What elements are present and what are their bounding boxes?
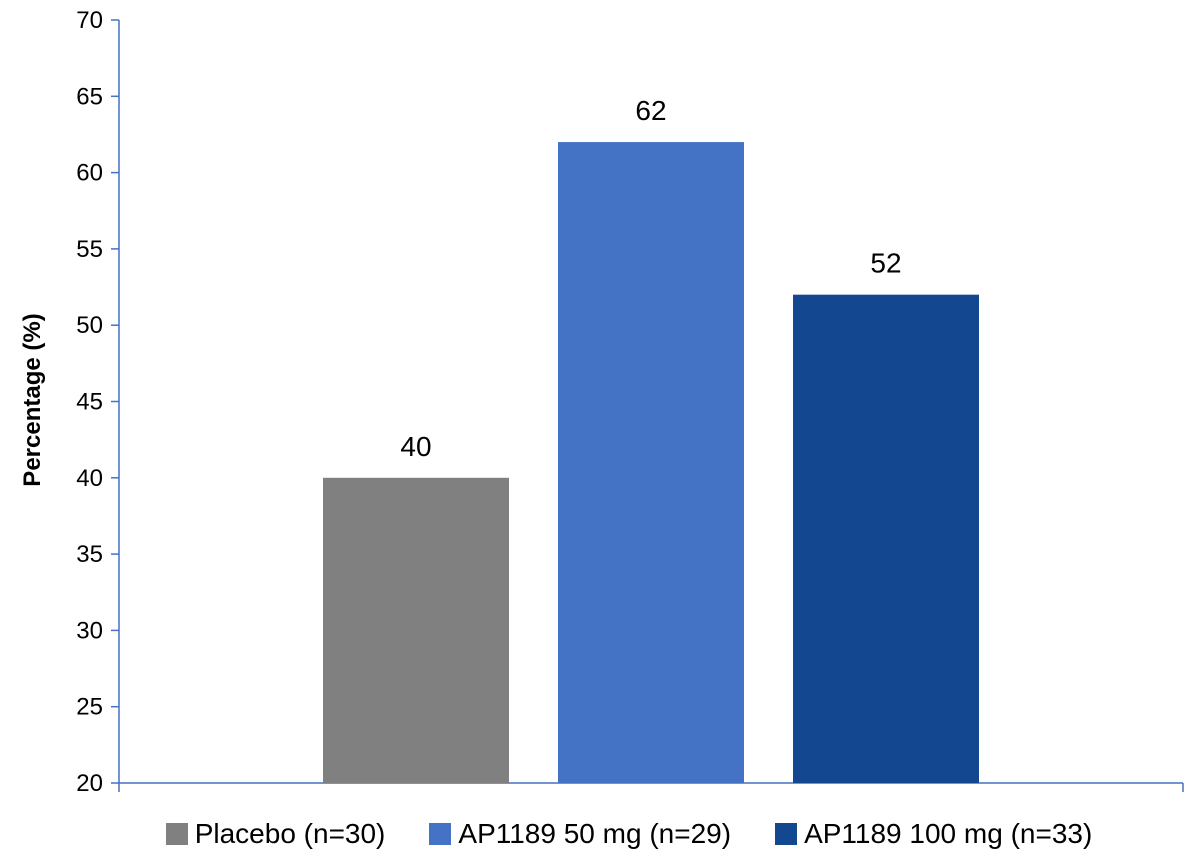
y-tick-label: 70 [76,7,103,34]
legend-label: Placebo (n=30) [194,818,386,849]
bar-data-label: 52 [870,248,901,279]
legend-swatch [165,823,188,845]
chart-axes: 20 25 30 35 40 45 50 55 60 65 70 [76,7,1184,797]
y-tick-label: 50 [76,312,103,339]
legend-label: AP1189 100 mg (n=33) [804,818,1093,849]
legend-item-2: AP1189 50 mg (n=29) [429,818,731,850]
legend-label: AP1189 50 mg (n=29) [458,818,732,849]
bar-chart: 20 25 30 35 40 45 50 55 60 65 70 40 62 52 Percentage… [19,7,1184,797]
legend-swatch [429,823,452,845]
y-tick-label: 20 [76,770,103,797]
chart-bars [323,142,979,783]
bar-3 [793,294,979,783]
bar-data-label: 62 [635,95,666,126]
chart-legend: Placebo (n=30) AP1189 50 mg (n=29) AP1189 … [0,812,1190,856]
y-tick-label: 45 [76,389,103,416]
y-tick-label: 30 [76,617,103,644]
y-tick-label: 65 [76,83,103,110]
legend-item-1: Placebo (n=30) [165,818,386,850]
bar-data-label: 40 [400,431,431,462]
bar-1 [323,477,509,783]
legend-item-3: AP1189 100 mg (n=33) [775,818,1092,850]
y-tick-label: 25 [76,694,103,721]
y-tick-label: 40 [76,465,103,492]
legend-swatch [775,823,798,845]
bar-2 [558,142,744,783]
y-tick-label: 60 [76,160,103,187]
y-axis-label: Percentage (%) [19,313,46,486]
y-tick-label: 35 [76,541,103,568]
y-tick-label: 55 [76,236,103,263]
chart-data-labels: 40 62 52 [400,95,901,462]
